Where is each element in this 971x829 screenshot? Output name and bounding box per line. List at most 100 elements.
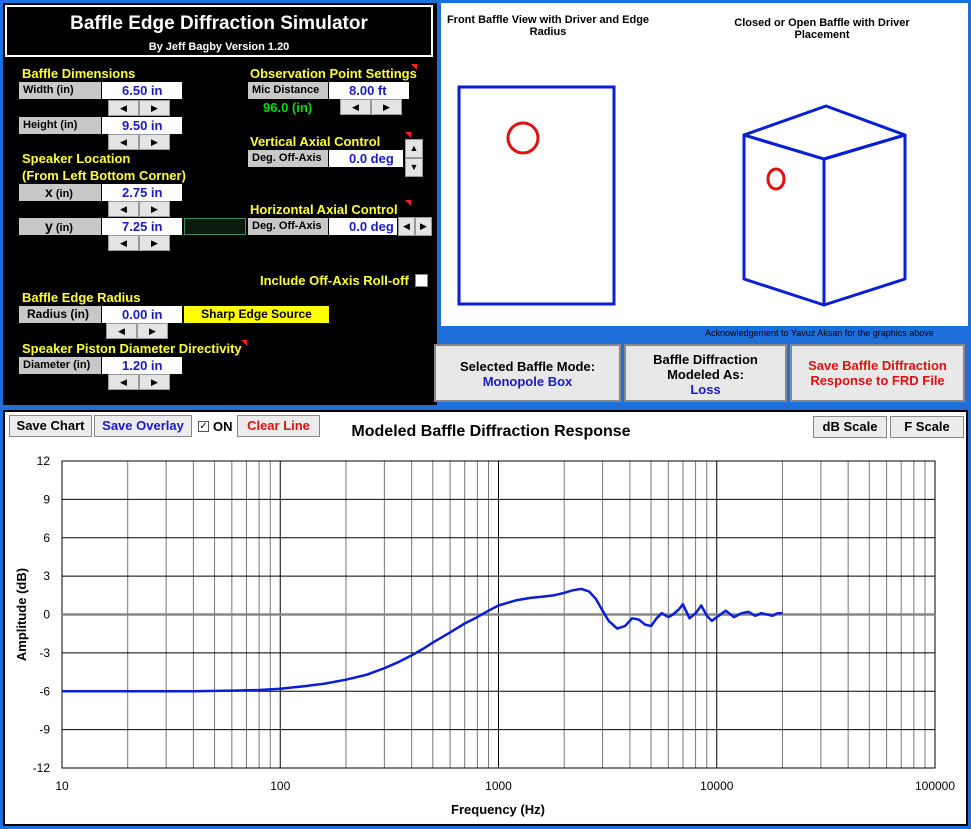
observation-heading: Observation Point Settings [250,66,417,81]
y-tick-label: -9 [39,723,50,737]
diameter-label: Diameter (in) [19,357,101,374]
mic-distance-label: Mic Distance [248,82,328,99]
vertical-axial-heading: Vertical Axial Control [250,134,381,149]
app-subtitle: By Jeff Bagby Version 1.20 [148,41,290,53]
y-tick-label: -6 [39,684,50,698]
selected-mode-button[interactable]: Selected Baffle Mode: Monopole Box [434,344,621,402]
mic-increase-button[interactable]: ▶ [371,99,402,115]
save-overlay-button[interactable]: Save Overlay [94,415,192,437]
width-field[interactable]: 6.50 in [102,82,182,99]
clear-line-button[interactable]: Clear Line [237,415,320,437]
overlay-on-checkbox[interactable]: ✓ [198,421,209,432]
radius-spinner: ◀ ▶ [106,323,168,339]
diameter-increase-button[interactable]: ▶ [139,374,170,390]
diagram-area [441,3,968,326]
y-tick-label: -3 [39,646,50,660]
y-tick-label: 6 [43,531,50,545]
speaker-location-heading: Speaker Location [22,151,131,166]
x-label-text: x [45,184,53,200]
y-axis-label: Amplitude (dB) [14,568,29,661]
y-increase-button[interactable]: ▶ [139,235,170,251]
height-label: Height (in) [19,117,101,134]
width-increase-button[interactable]: ▶ [139,100,170,116]
driver-placement-icon [766,167,786,191]
diameter-field[interactable]: 1.20 in [102,357,182,374]
edge-source-badge: Sharp Edge Source [184,306,329,323]
comment-marker-icon [405,200,411,206]
app-title: Baffle Edge Diffraction Simulator [70,13,368,34]
modeled-as-label: Baffle Diffraction Modeled As: [653,352,758,382]
height-increase-button[interactable]: ▶ [139,134,170,150]
x-decrease-button[interactable]: ◀ [108,201,139,217]
radius-field[interactable]: 0.00 in [102,306,182,323]
selected-cell[interactable] [184,218,246,235]
y-tick-label: 0 [43,608,50,622]
x-axis-label: Frequency (Hz) [451,802,545,817]
comment-marker-icon [241,340,247,346]
mic-decrease-button[interactable]: ◀ [340,99,371,115]
modeled-as-button[interactable]: Baffle Diffraction Modeled As: Loss [624,344,787,402]
f-scale-button[interactable]: F Scale [890,416,964,438]
save-chart-button[interactable]: Save Chart [9,415,92,437]
speaker-location-subheading: (From Left Bottom Corner) [22,168,186,183]
width-label: Width (in) [19,82,101,99]
mic-distance-inches: 96.0 (in) [263,100,313,115]
baffle-dimensions-heading: Baffle Dimensions [22,66,136,81]
vertical-up-button[interactable]: ▲ [405,139,423,158]
rolloff-label: Include Off-Axis Roll-off [260,273,409,288]
radius-decrease-button[interactable]: ◀ [106,323,137,339]
box-3d-outline [742,104,907,307]
x-tick-label: 10000 [700,779,734,793]
horizontal-right-button[interactable]: ▶ [415,217,432,236]
save-frd-button[interactable]: Save Baffle Diffraction Response to FRD … [790,344,965,402]
mic-spinner: ◀ ▶ [340,99,402,115]
y-decrease-button[interactable]: ◀ [108,235,139,251]
horizontal-off-axis-field[interactable]: 0.0 deg [329,218,397,235]
x-tick-label: 100 [270,779,290,793]
selected-mode-label: Selected Baffle Mode: [459,359,596,374]
selected-mode-value: Monopole Box [482,374,573,389]
y-unit: (in) [55,222,73,234]
box-view-caption: Closed or Open Baffle with Driver Placem… [734,17,910,41]
rolloff-checkbox[interactable] [415,274,428,287]
y-tick-label: 12 [37,454,51,468]
height-spinner: ◀ ▶ [108,134,170,150]
horizontal-axial-heading: Horizontal Axial Control [250,202,398,217]
radius-increase-button[interactable]: ▶ [137,323,168,339]
piston-heading: Speaker Piston Diameter Directivity [22,341,242,356]
driver-circle-icon [506,121,540,155]
edge-radius-heading: Baffle Edge Radius [22,290,141,305]
x-tick-label: 100000 [915,779,955,793]
mic-distance-field[interactable]: 8.00 ft [329,82,409,99]
height-decrease-button[interactable]: ◀ [108,134,139,150]
comment-marker-icon [411,64,417,70]
height-field[interactable]: 9.50 in [102,117,182,134]
width-decrease-button[interactable]: ◀ [108,100,139,116]
chart-title: Modeled Baffle Diffraction Response [351,423,630,440]
x-label: x (in) [19,184,101,201]
x-tick-label: 10 [55,779,69,793]
vertical-off-axis-label: Deg. Off-Axis [248,150,328,167]
db-scale-button[interactable]: dB Scale [813,416,887,438]
y-spinner: ◀ ▶ [108,235,170,251]
y-label-text: y [45,218,53,234]
y-field[interactable]: 7.25 in [102,218,182,235]
acknowledgement: Acknowledgement to Yavuz Aksan for the g… [705,328,934,338]
x-spinner: ◀ ▶ [108,201,170,217]
y-tick-label: 9 [43,492,50,506]
horizontal-spinner: ◀ ▶ [398,217,432,236]
vertical-off-axis-field[interactable]: 0.0 deg [329,150,403,167]
overlay-on-label: ON [213,419,233,434]
diameter-decrease-button[interactable]: ◀ [108,374,139,390]
width-spinner: ◀ ▶ [108,100,170,116]
controls-panel [3,3,437,405]
x-field[interactable]: 2.75 in [102,184,182,201]
response-line [62,587,783,693]
horizontal-off-axis-label: Deg. Off-Axis [248,218,328,235]
comment-marker-icon [405,132,411,138]
x-increase-button[interactable]: ▶ [139,201,170,217]
vertical-down-button[interactable]: ▼ [405,158,423,177]
horizontal-left-button[interactable]: ◀ [398,217,415,236]
y-tick-label: -12 [33,761,51,775]
vertical-spinner: ▲ ▼ [405,139,423,177]
